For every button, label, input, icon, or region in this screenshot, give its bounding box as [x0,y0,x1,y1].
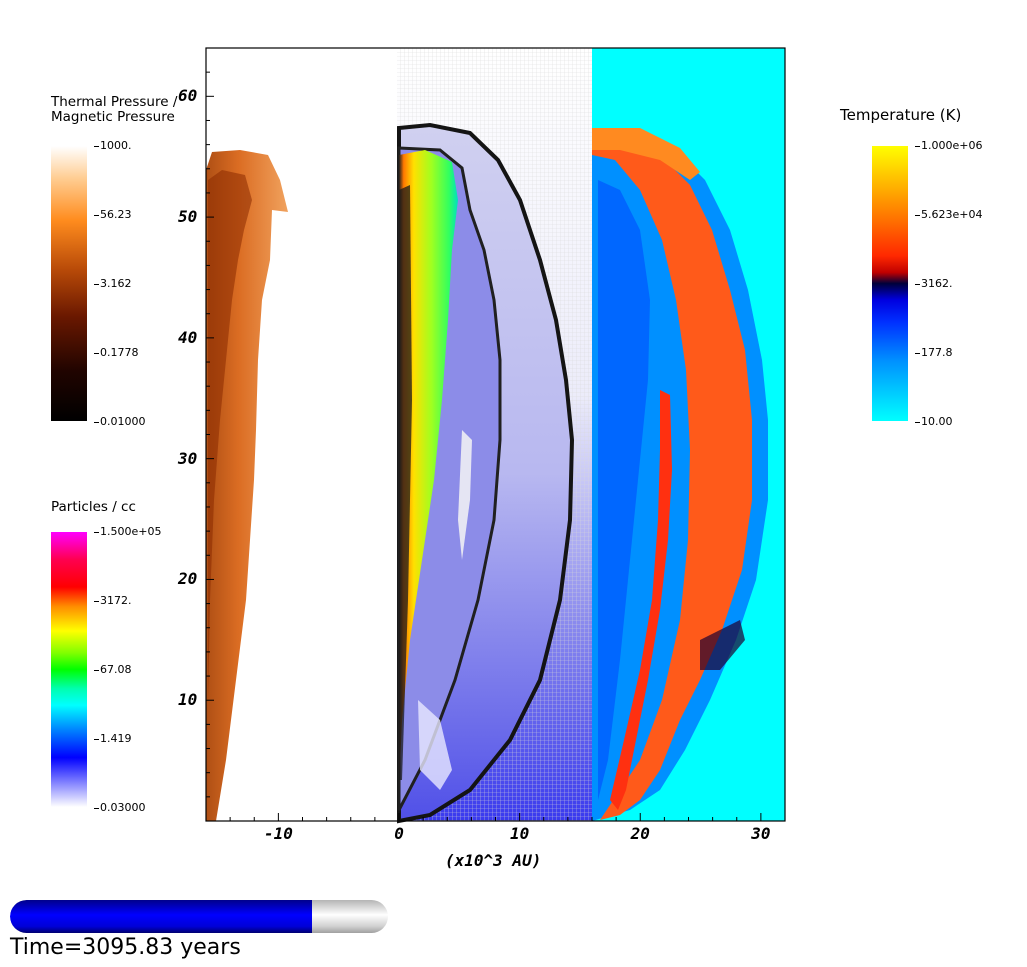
colorbar-temperature-tick: 5.623e+04 [914,208,983,221]
colorbar-pressure-title-line2: Magnetic Pressure [51,109,175,125]
colorbar-temperature-tick: 3162. [915,277,953,290]
time-label: Time=3095.83 years [10,935,241,960]
colorbar-temperature-tick: 177.8 [915,346,953,359]
colorbar-temperature [872,146,908,421]
colorbar-pressure-tick: 1000. [94,139,132,152]
pressure-panel [206,150,288,821]
colorbar-density-tick: 1.500e+05 [93,525,162,538]
y-tick-label: 20 [178,569,198,589]
colorbar-density-title-line1: Particles / cc [51,499,136,515]
temperature-panel [592,48,785,821]
y-tick-label: 10 [178,690,198,710]
colorbar-pressure-tick: 0.01000 [94,415,146,428]
x-tick-label: 20 [630,824,650,843]
y-tick-label: 40 [178,327,198,347]
colorbar-density-tick: 3172. [94,594,132,607]
colorbar-pressure-tick: 0.1778 [94,346,139,359]
colorbar-density-tick: 67.08 [94,663,132,676]
colorbar-pressure-tick: 56.23 [94,208,132,221]
time-progress-fill [10,900,313,933]
colorbar-temperature-tick: 10.00 [915,415,953,428]
density-panel [397,48,592,824]
colorbar-pressure [51,146,87,421]
colorbar-pressure-title: Thermal Pressure / Magnetic Pressure [51,95,177,125]
colorbar-density-tick: 0.03000 [94,801,146,814]
colorbar-density-tick: 1.419 [94,732,132,745]
y-tick-label: 50 [178,207,198,227]
time-progress-bar[interactable] [10,900,388,933]
x-tick-label: 0 [394,824,404,843]
colorbar-temperature-title-line1: Temperature (K) [840,106,962,124]
colorbar-temperature-title: Temperature (K) [840,108,961,123]
x-tick-label: -10 [263,824,293,843]
simulation-plot [205,47,786,824]
colorbar-density-title: Particles / cc [51,500,136,515]
colorbar-temperature-tick: 1.000e+06 [914,139,983,152]
x-tick-label: 30 [751,824,771,843]
colorbar-pressure-title-line1: Thermal Pressure / [51,94,178,110]
colorbar-density [51,532,87,807]
y-tick-label: 60 [178,86,198,106]
x-axis-title: (x10^3 AU) [445,851,542,870]
axis-ticks [205,47,786,822]
y-tick-label: 30 [178,448,198,468]
x-tick-label: 10 [510,824,530,843]
colorbar-pressure-tick: 3.162 [94,277,132,290]
